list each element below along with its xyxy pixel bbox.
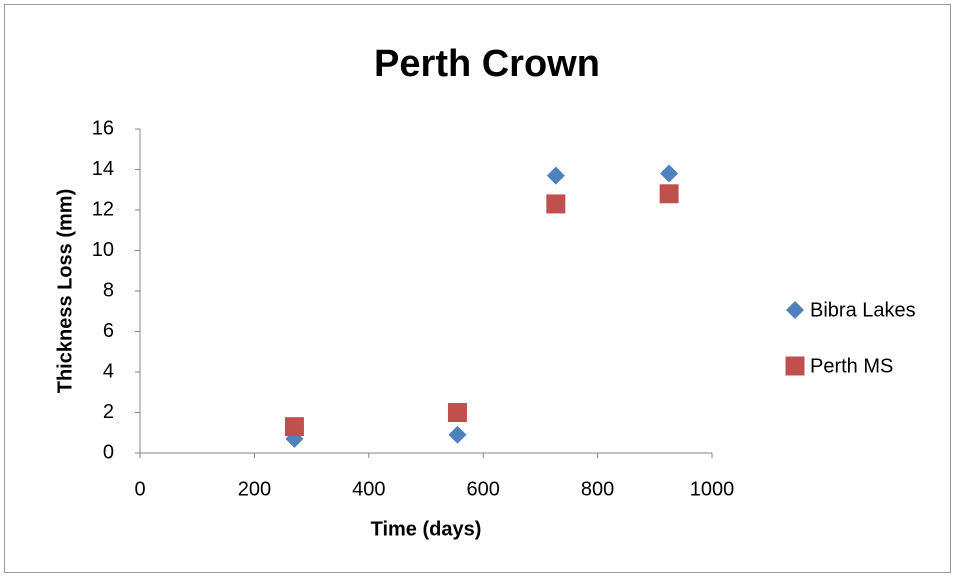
legend-marker <box>786 301 804 319</box>
y-tick-label: 12 <box>92 198 114 220</box>
y-tick-label: 0 <box>103 441 114 463</box>
y-tick-label: 16 <box>92 117 114 139</box>
y-tick-label: 4 <box>103 360 114 382</box>
x-tick-label: 800 <box>581 478 614 500</box>
x-tick-label: 1000 <box>690 478 735 500</box>
diamond-marker <box>546 166 565 185</box>
square-marker <box>659 184 679 204</box>
legend-label: Perth MS <box>810 355 893 377</box>
legend-label: Bibra Lakes <box>810 299 916 321</box>
diamond-marker <box>660 164 679 183</box>
diamond-marker <box>448 425 467 444</box>
chart-title: Perth Crown <box>374 43 600 85</box>
y-tick-label: 10 <box>92 239 114 261</box>
y-tick-label: 6 <box>103 320 114 342</box>
x-tick-label: 0 <box>134 478 145 500</box>
square-marker <box>284 417 304 437</box>
y-tick-label: 14 <box>92 158 114 180</box>
x-tick-label: 600 <box>467 478 500 500</box>
x-axis-label: Time (days) <box>371 518 482 540</box>
chart-border <box>4 4 951 573</box>
square-marker <box>546 194 566 214</box>
legend-marker <box>785 356 805 376</box>
square-marker <box>447 403 467 422</box>
y-tick-label: 8 <box>103 279 114 301</box>
x-tick-label: 400 <box>352 478 385 500</box>
y-tick-label: 2 <box>103 401 114 423</box>
x-tick-label: 200 <box>238 478 271 500</box>
y-axis-label: Thickness Loss (mm) <box>54 189 76 394</box>
